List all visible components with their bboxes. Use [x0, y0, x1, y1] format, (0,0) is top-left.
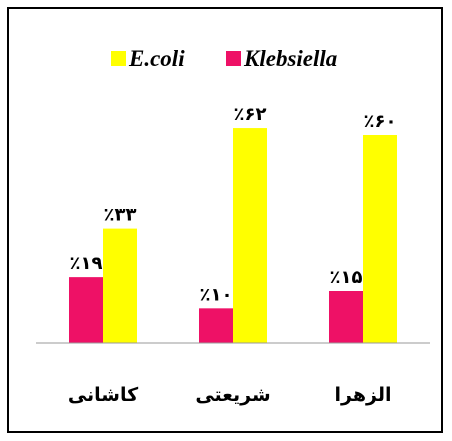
category-label-2: شریعتی [195, 384, 270, 406]
data-label-klebsiella-3: ٪۱۹ [70, 253, 103, 274]
bar-ecoli-1 [363, 135, 397, 343]
legend-label-klebsiella: Klebsiella [243, 46, 337, 71]
legend: E.coli Klebsiella [111, 46, 337, 71]
bars [69, 128, 397, 343]
category-label-3: کاشانی [68, 384, 139, 406]
category-labels: الزهرا شریعتی کاشانی [68, 384, 392, 406]
bar-ecoli-2 [233, 128, 267, 343]
bar-klebsiella-1 [329, 291, 363, 343]
value-labels: ٪۱۵ ٪۶۰ ٪۱۰ ٪۶۲ ٪۱۹ ٪۳۳ [70, 104, 397, 305]
data-label-klebsiella-2: ٪۱۰ [200, 284, 233, 305]
legend-swatch-klebsiella [226, 51, 241, 66]
data-label-ecoli-2: ٪۶۲ [234, 104, 267, 125]
data-label-klebsiella-1: ٪۱۵ [330, 267, 363, 288]
bar-klebsiella-2 [199, 308, 233, 343]
bar-klebsiella-3 [69, 277, 103, 343]
bar-ecoli-3 [103, 228, 137, 343]
data-label-ecoli-3: ٪۳۳ [104, 205, 137, 226]
category-label-1: الزهرا [335, 384, 392, 406]
legend-label-ecoli: E.coli [128, 46, 185, 71]
legend-swatch-ecoli [111, 51, 126, 66]
data-label-ecoli-1: ٪۶۰ [364, 111, 397, 132]
